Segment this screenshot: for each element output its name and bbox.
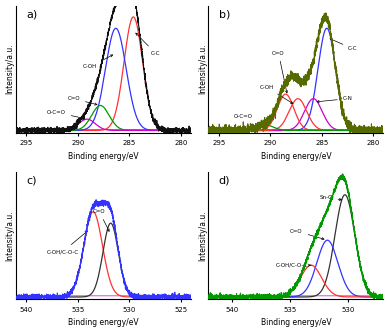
Y-axis label: Intensity/a.u.: Intensity/a.u. (198, 210, 207, 261)
X-axis label: Binding energy/eV: Binding energy/eV (261, 318, 331, 327)
Text: C-C: C-C (136, 33, 160, 56)
Text: C-N: C-N (317, 96, 352, 103)
Text: C=O: C=O (67, 96, 97, 105)
Text: d): d) (219, 176, 230, 186)
Y-axis label: Intensity/a.u.: Intensity/a.u. (198, 44, 207, 95)
Y-axis label: Intensity/a.u.: Intensity/a.u. (5, 44, 14, 95)
Text: C=O: C=O (93, 209, 109, 231)
X-axis label: Binding energy/eV: Binding energy/eV (68, 152, 139, 161)
Text: a): a) (26, 9, 38, 19)
Text: C-OH: C-OH (83, 55, 113, 69)
Text: Sn-O: Sn-O (319, 194, 342, 200)
Text: b): b) (219, 9, 230, 19)
Text: O-C=O: O-C=O (234, 114, 262, 124)
X-axis label: Binding energy/eV: Binding energy/eV (68, 318, 139, 327)
Text: C-OH/C-O-C: C-OH/C-O-C (276, 263, 311, 268)
Text: C-C: C-C (330, 39, 358, 51)
X-axis label: Binding energy/eV: Binding energy/eV (261, 152, 331, 161)
Text: C=O: C=O (272, 51, 287, 93)
Y-axis label: Intensity/a.u.: Intensity/a.u. (5, 210, 14, 261)
Text: C-OH/C-O-C: C-OH/C-O-C (47, 231, 88, 254)
Text: C-OH: C-OH (260, 85, 293, 104)
Text: O-C=O: O-C=O (47, 110, 84, 119)
Text: c): c) (26, 176, 37, 186)
Text: C=O: C=O (290, 229, 324, 240)
